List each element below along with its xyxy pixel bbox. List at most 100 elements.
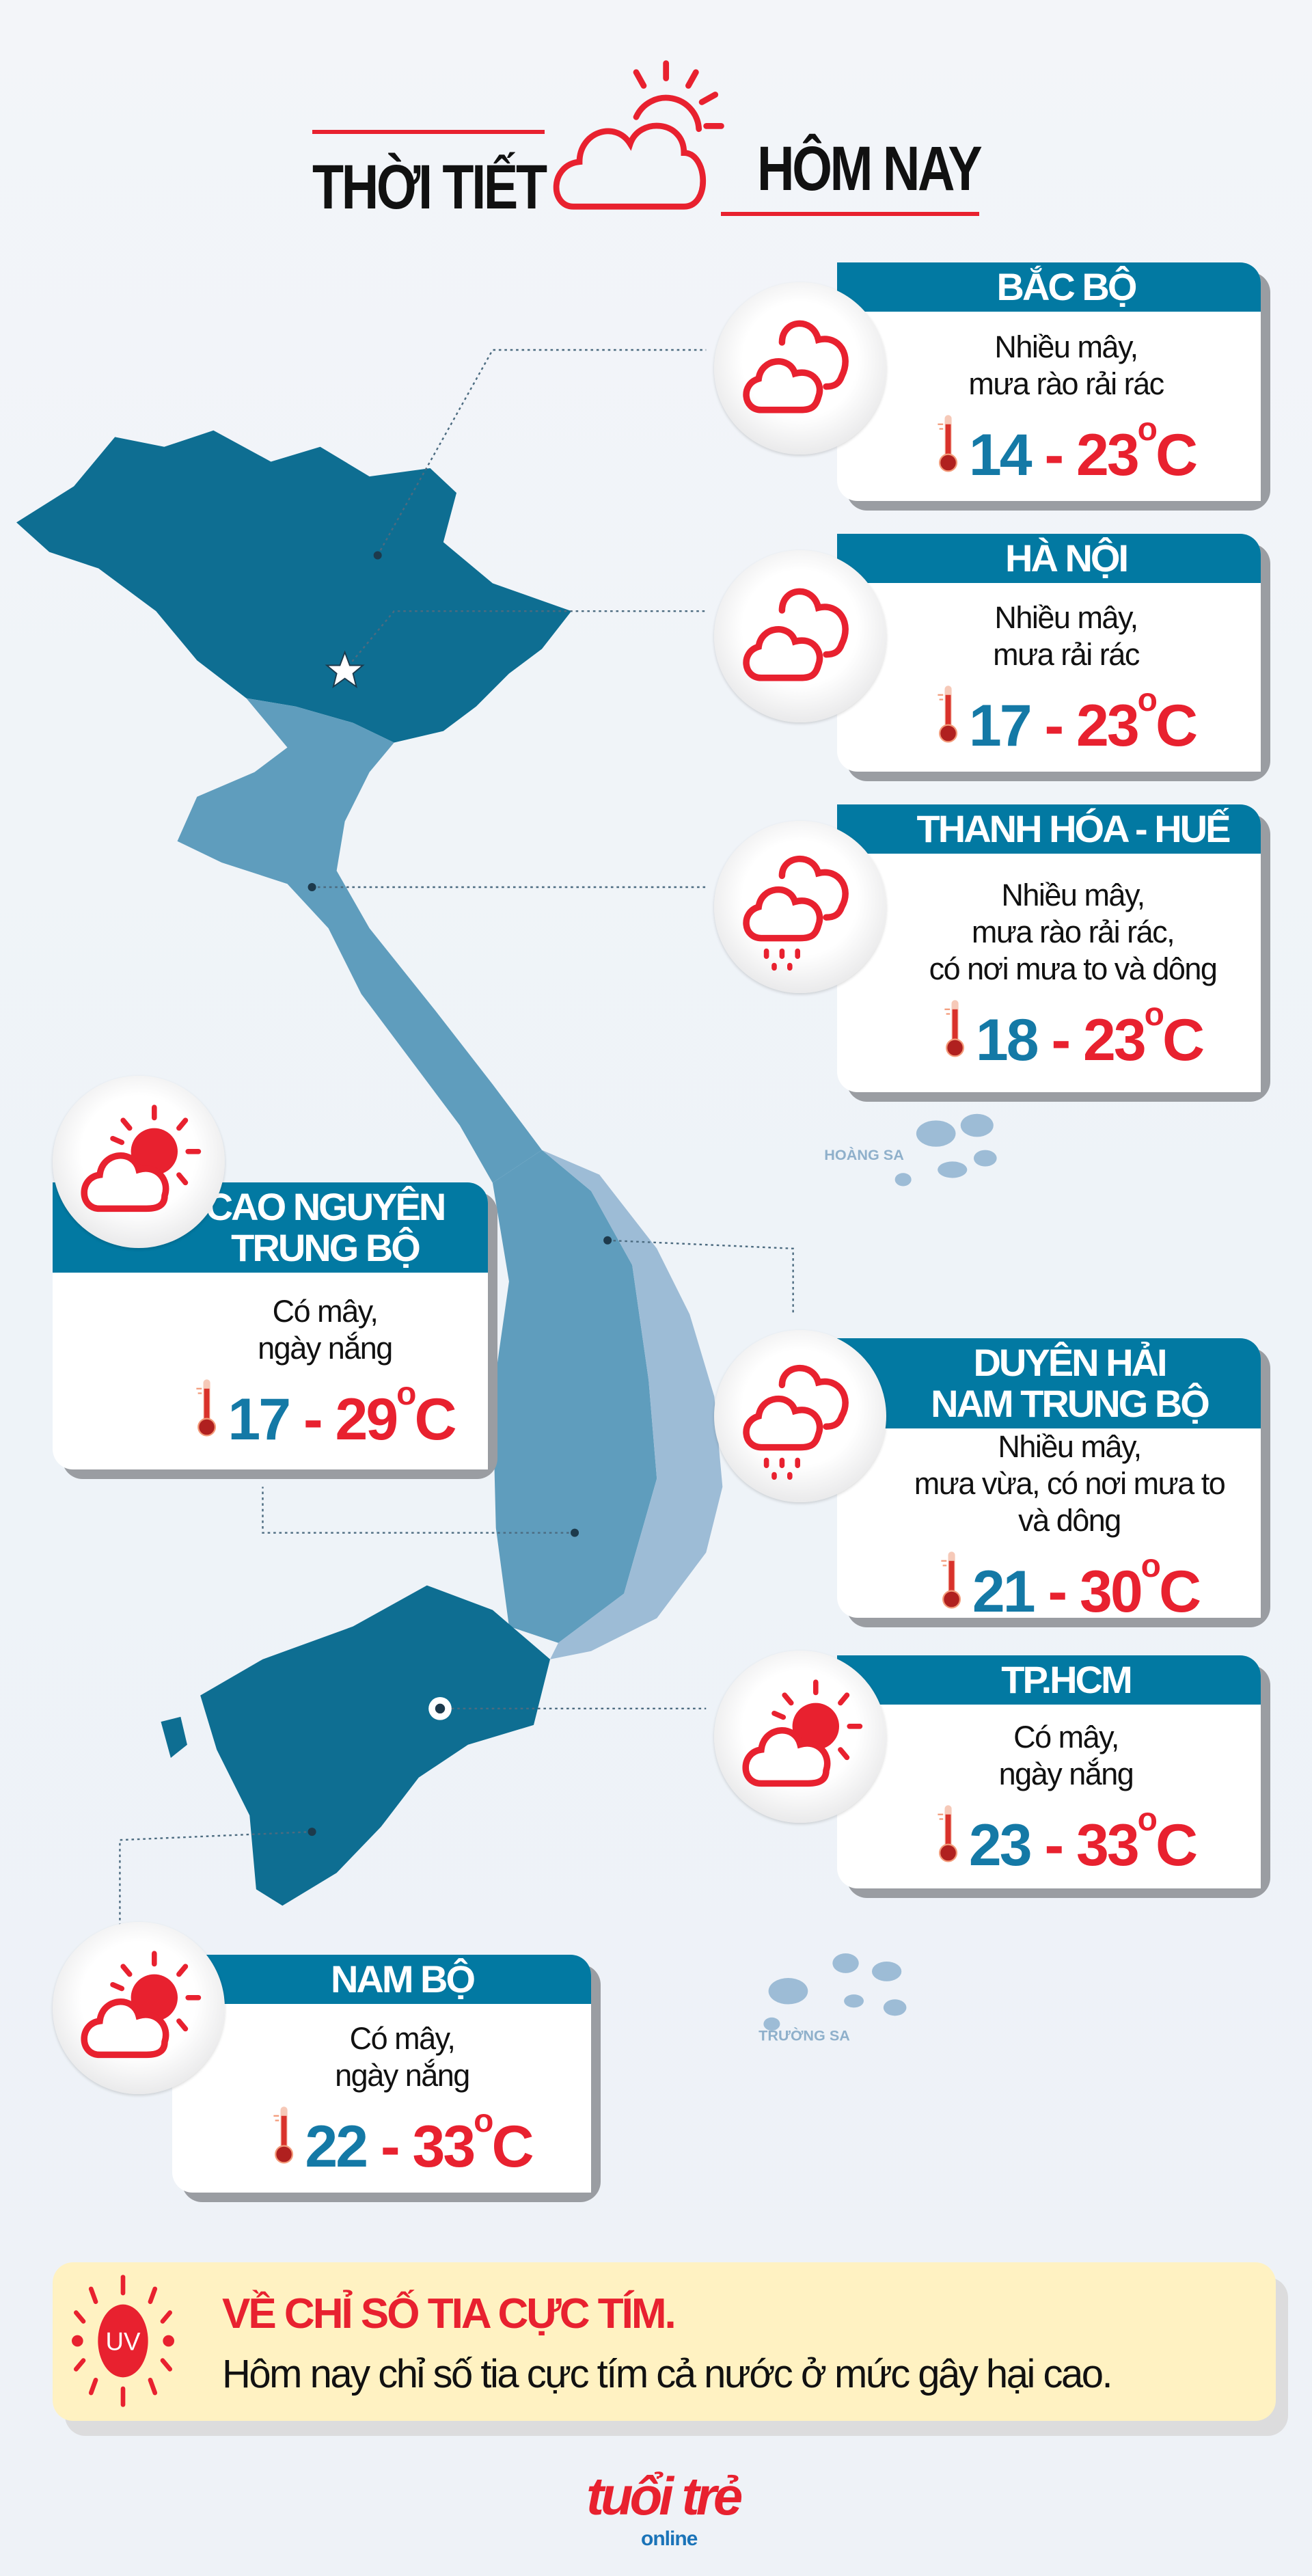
title-left: THỜI TIẾT bbox=[312, 152, 547, 222]
weather-description: Nhiều mây, bbox=[994, 600, 1138, 635]
logo-sub: online bbox=[641, 2527, 698, 2550]
weather-description: ngày nắng bbox=[258, 1331, 393, 1366]
temp-max: 23 bbox=[1076, 422, 1140, 488]
forecast-card-ha-noi: HÀ NỘI Nhiều mây, mưa rải rác 17 - 23 o C bbox=[714, 534, 1270, 781]
thermometer-icon bbox=[943, 999, 976, 1070]
card-box: TP.HCM Có mây, ngày nắng 23 - 33 o C bbox=[837, 1655, 1261, 1888]
weather-description: Có mây, bbox=[272, 1294, 379, 1329]
temp-dash: - bbox=[1030, 1812, 1076, 1878]
degree-symbol: o bbox=[1144, 996, 1164, 1033]
card-body: Có mây, ngày nắng 17 - 29 o C bbox=[53, 1273, 488, 1469]
uv-index-panel: UV VỀ CHỈ SỐ TIA CỰC TÍM. Hôm nay chỉ số… bbox=[53, 2262, 1288, 2436]
card-header: HÀ NỘI bbox=[837, 534, 1261, 583]
weather-description: mưa rải rác bbox=[993, 637, 1140, 672]
map-island-phu-quoc bbox=[161, 1716, 187, 1758]
uv-title: VỀ CHỈ SỐ TIA CỰC TÍM. bbox=[222, 2290, 676, 2337]
card-header: DUYÊN HẢI NAM TRUNG BỘ bbox=[837, 1338, 1261, 1428]
forecast-card-cao-nguyen-trung-bo: CAO NGUYÊN TRUNG BỘ Có mây, ngày nắng 17 -… bbox=[53, 1076, 497, 1479]
forecast-card-nam-bo: NAM BỘ Có mây, ngày nắng 22 - 33 o C bbox=[53, 1922, 601, 2202]
region-name: HÀ NỘI bbox=[1005, 537, 1129, 580]
degree-symbol: o bbox=[1137, 682, 1158, 718]
uv-panel-background bbox=[53, 2262, 1276, 2421]
temp-unit: C bbox=[1156, 693, 1198, 759]
thermometer-icon bbox=[936, 413, 969, 485]
title-line-left bbox=[312, 130, 545, 134]
temp-max: 23 bbox=[1076, 693, 1140, 759]
temp-unit: C bbox=[1159, 1559, 1201, 1618]
temp-unit: C bbox=[1156, 1812, 1198, 1878]
title-line-right bbox=[721, 212, 979, 216]
temp-min: 17 bbox=[228, 1387, 291, 1452]
degree-symbol: o bbox=[474, 2103, 493, 2139]
temperature-range: 21 - 30 o C bbox=[940, 1548, 1201, 1618]
degree-symbol: o bbox=[1137, 1801, 1158, 1838]
card-header: BẮC BỘ bbox=[837, 262, 1261, 312]
region-name: TP.HCM bbox=[1001, 1658, 1132, 1701]
forecast-card-thanh-hoa-hue: THANH HÓA - HUẾ Nhiều mây, mưa rào rải rá… bbox=[714, 804, 1270, 1102]
temp-max: 23 bbox=[1083, 1007, 1147, 1073]
region-name: TRUNG BỘ bbox=[231, 1226, 421, 1269]
title-right: HÔM NAY bbox=[757, 134, 983, 204]
weather-description: và dông bbox=[1018, 1503, 1121, 1538]
temp-min: 17 bbox=[968, 693, 1033, 759]
temperature-range: 22 - 33 o C bbox=[272, 2103, 534, 2180]
card-box: THANH HÓA - HUẾ Nhiều mây, mưa rào rải rá… bbox=[837, 804, 1261, 1092]
region-name: THANH HÓA - HUẾ bbox=[916, 807, 1231, 850]
temp-max: 29 bbox=[335, 1387, 399, 1452]
degree-symbol: o bbox=[1140, 1548, 1161, 1584]
temp-unit: C bbox=[491, 2114, 534, 2180]
temp-dash: - bbox=[1030, 693, 1076, 759]
degree-symbol: o bbox=[396, 1376, 416, 1412]
thermometer-icon bbox=[195, 1378, 228, 1449]
temperature-range: 17 - 29 o C bbox=[195, 1376, 457, 1452]
card-box: NAM BỘ Có mây, ngày nắng 22 - 33 o C bbox=[172, 1955, 591, 2193]
location-markers bbox=[308, 551, 612, 1836]
temp-dash: - bbox=[1033, 1559, 1080, 1618]
temp-max: 33 bbox=[412, 2114, 476, 2180]
cloud-icon bbox=[714, 282, 886, 455]
hcm-marker-icon bbox=[428, 1697, 452, 1720]
temp-unit: C bbox=[1156, 422, 1198, 488]
card-header: TP.HCM bbox=[837, 1655, 1261, 1705]
temp-min: 14 bbox=[968, 422, 1033, 488]
region-name: NAM BỘ bbox=[330, 1957, 476, 2001]
region-name: CAO NGUYÊN bbox=[205, 1185, 447, 1228]
uv-badge: UV bbox=[106, 2327, 141, 2355]
thermometer-icon bbox=[936, 684, 969, 755]
island-group-hoang-sa bbox=[894, 1113, 997, 1187]
weather-description: Nhiều mây, bbox=[998, 1429, 1142, 1464]
degree-symbol: o bbox=[1137, 411, 1158, 448]
thermometer-icon bbox=[936, 1804, 969, 1875]
leader-lines bbox=[119, 349, 794, 1947]
weather-description: Nhiều mây, bbox=[1001, 877, 1145, 912]
uv-text: Hôm nay chỉ số tia cực tím cả nước ở mức… bbox=[222, 2352, 1113, 2396]
temp-unit: C bbox=[414, 1387, 457, 1452]
forecast-card-duyen-hai-nam-trung-bo: DUYÊN HẢI NAM TRUNG BỘ Nhiều mây, mưa vừa,… bbox=[714, 1330, 1270, 1627]
weather-description: ngày nắng bbox=[335, 2058, 470, 2093]
sun-cloud-icon bbox=[53, 1922, 225, 2094]
map-region-north bbox=[16, 430, 572, 743]
card-body: Nhiều mây, mưa vừa, có nơi mưa to và dông … bbox=[837, 1428, 1261, 1618]
weather-description: mưa vừa, có nơi mưa to bbox=[914, 1466, 1226, 1501]
capital-star-icon bbox=[325, 650, 365, 689]
forecast-card-bac-bo: BẮC BỘ Nhiều mây, mưa rào rải rác 14 - 23… bbox=[714, 262, 1270, 511]
temperature-range: 14 - 23 o C bbox=[936, 411, 1198, 488]
map-region-north-central bbox=[177, 698, 542, 1183]
map-region-south-central-coast bbox=[541, 1150, 723, 1659]
temp-unit: C bbox=[1162, 1007, 1205, 1073]
weather-description: có nơi mưa to và dông bbox=[929, 951, 1218, 986]
card-body: Nhiều mây, mưa rào rải rác 14 - 23 o C bbox=[837, 312, 1261, 501]
rain-cloud-icon bbox=[714, 821, 886, 993]
weather-description: mưa rào rải rác bbox=[968, 366, 1164, 401]
truong-sa-label: TRƯỜNG SA bbox=[758, 2026, 850, 2044]
temperature-range: 18 - 23 o C bbox=[943, 996, 1205, 1073]
temp-min: 18 bbox=[975, 1007, 1039, 1073]
island-group-truong-sa bbox=[763, 1953, 907, 2031]
card-header: THANH HÓA - HUẾ bbox=[837, 804, 1261, 854]
region-name: BẮC BỘ bbox=[996, 265, 1138, 308]
card-body: Nhiều mây, mưa rải rác 17 - 23 o C bbox=[837, 583, 1261, 772]
uv-sun-icon: UV bbox=[72, 2275, 174, 2407]
weather-description: Có mây, bbox=[1013, 1719, 1119, 1754]
temp-dash: - bbox=[366, 2114, 413, 2180]
